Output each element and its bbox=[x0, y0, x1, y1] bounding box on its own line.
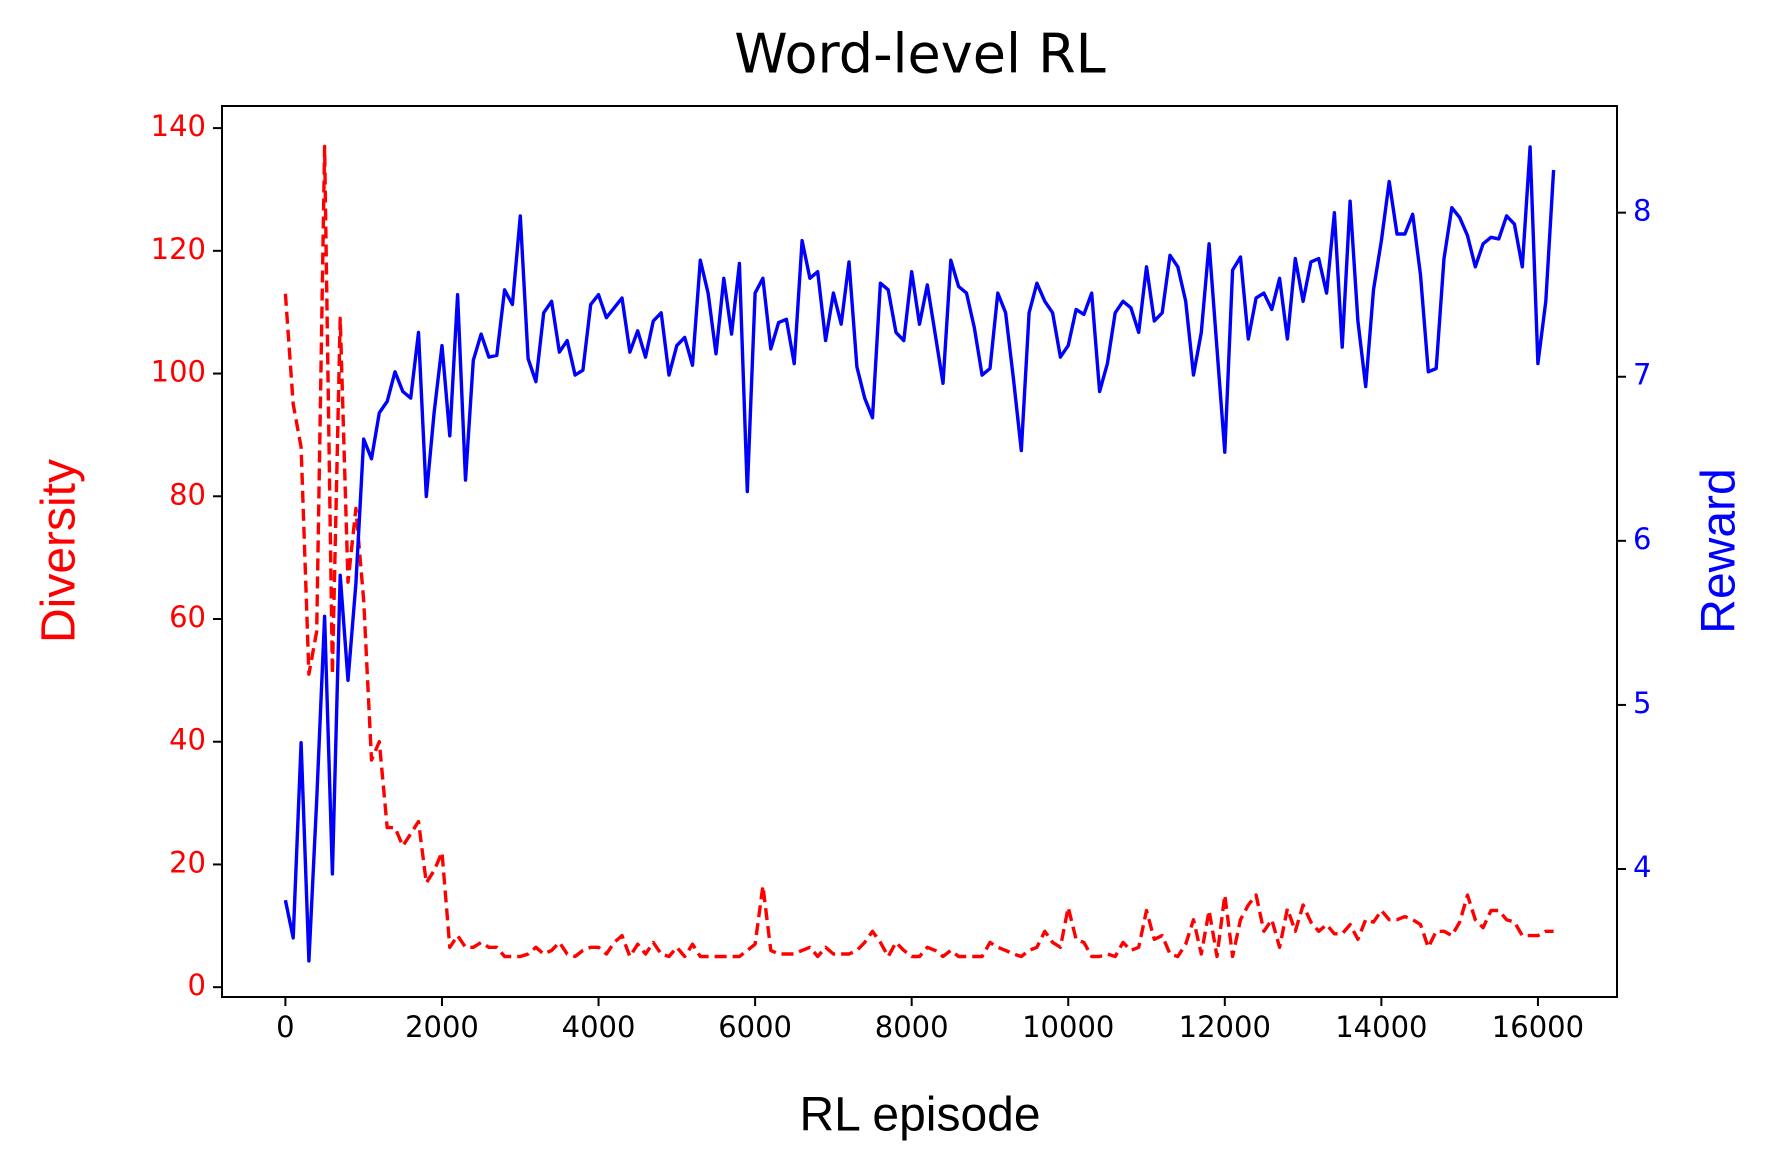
y-tick-label: 120 bbox=[151, 232, 206, 266]
y-tick-label: 140 bbox=[151, 109, 206, 143]
x-tick-label: 6000 bbox=[718, 1010, 792, 1044]
y2-axis-label: Reward bbox=[1693, 468, 1746, 633]
x-tick-label: 16000 bbox=[1492, 1010, 1584, 1044]
x-tick-label: 14000 bbox=[1335, 1010, 1427, 1044]
x-tick-label: 10000 bbox=[1022, 1010, 1114, 1044]
y2-tick-label: 7 bbox=[1633, 358, 1651, 392]
y-tick-label: 0 bbox=[188, 968, 206, 1002]
y2-tick-label: 6 bbox=[1633, 522, 1651, 556]
x-tick-label: 2000 bbox=[405, 1010, 479, 1044]
y-tick-label: 100 bbox=[151, 355, 206, 389]
x-axis-label: RL episode bbox=[799, 1089, 1040, 1142]
y-tick-label: 80 bbox=[169, 477, 206, 511]
y-tick-label: 40 bbox=[169, 723, 206, 757]
series-line bbox=[283, 144, 1554, 959]
x-tick-label: 0 bbox=[276, 1010, 294, 1044]
y-tick-label: 20 bbox=[169, 845, 206, 879]
y2-tick-label: 8 bbox=[1633, 194, 1651, 228]
x-tick-label: 8000 bbox=[875, 1010, 949, 1044]
x-tick-label: 12000 bbox=[1179, 1010, 1271, 1044]
chart-title: Word-level RL bbox=[734, 23, 1105, 86]
x-tick-label: 4000 bbox=[562, 1010, 636, 1044]
y2-tick-label: 4 bbox=[1633, 850, 1651, 884]
y-tick-label: 60 bbox=[169, 600, 206, 634]
plot-frame bbox=[221, 105, 1618, 998]
series-line bbox=[283, 145, 1556, 963]
y-axis-label: Diversity bbox=[33, 459, 86, 643]
y2-tick-label: 5 bbox=[1633, 686, 1651, 720]
